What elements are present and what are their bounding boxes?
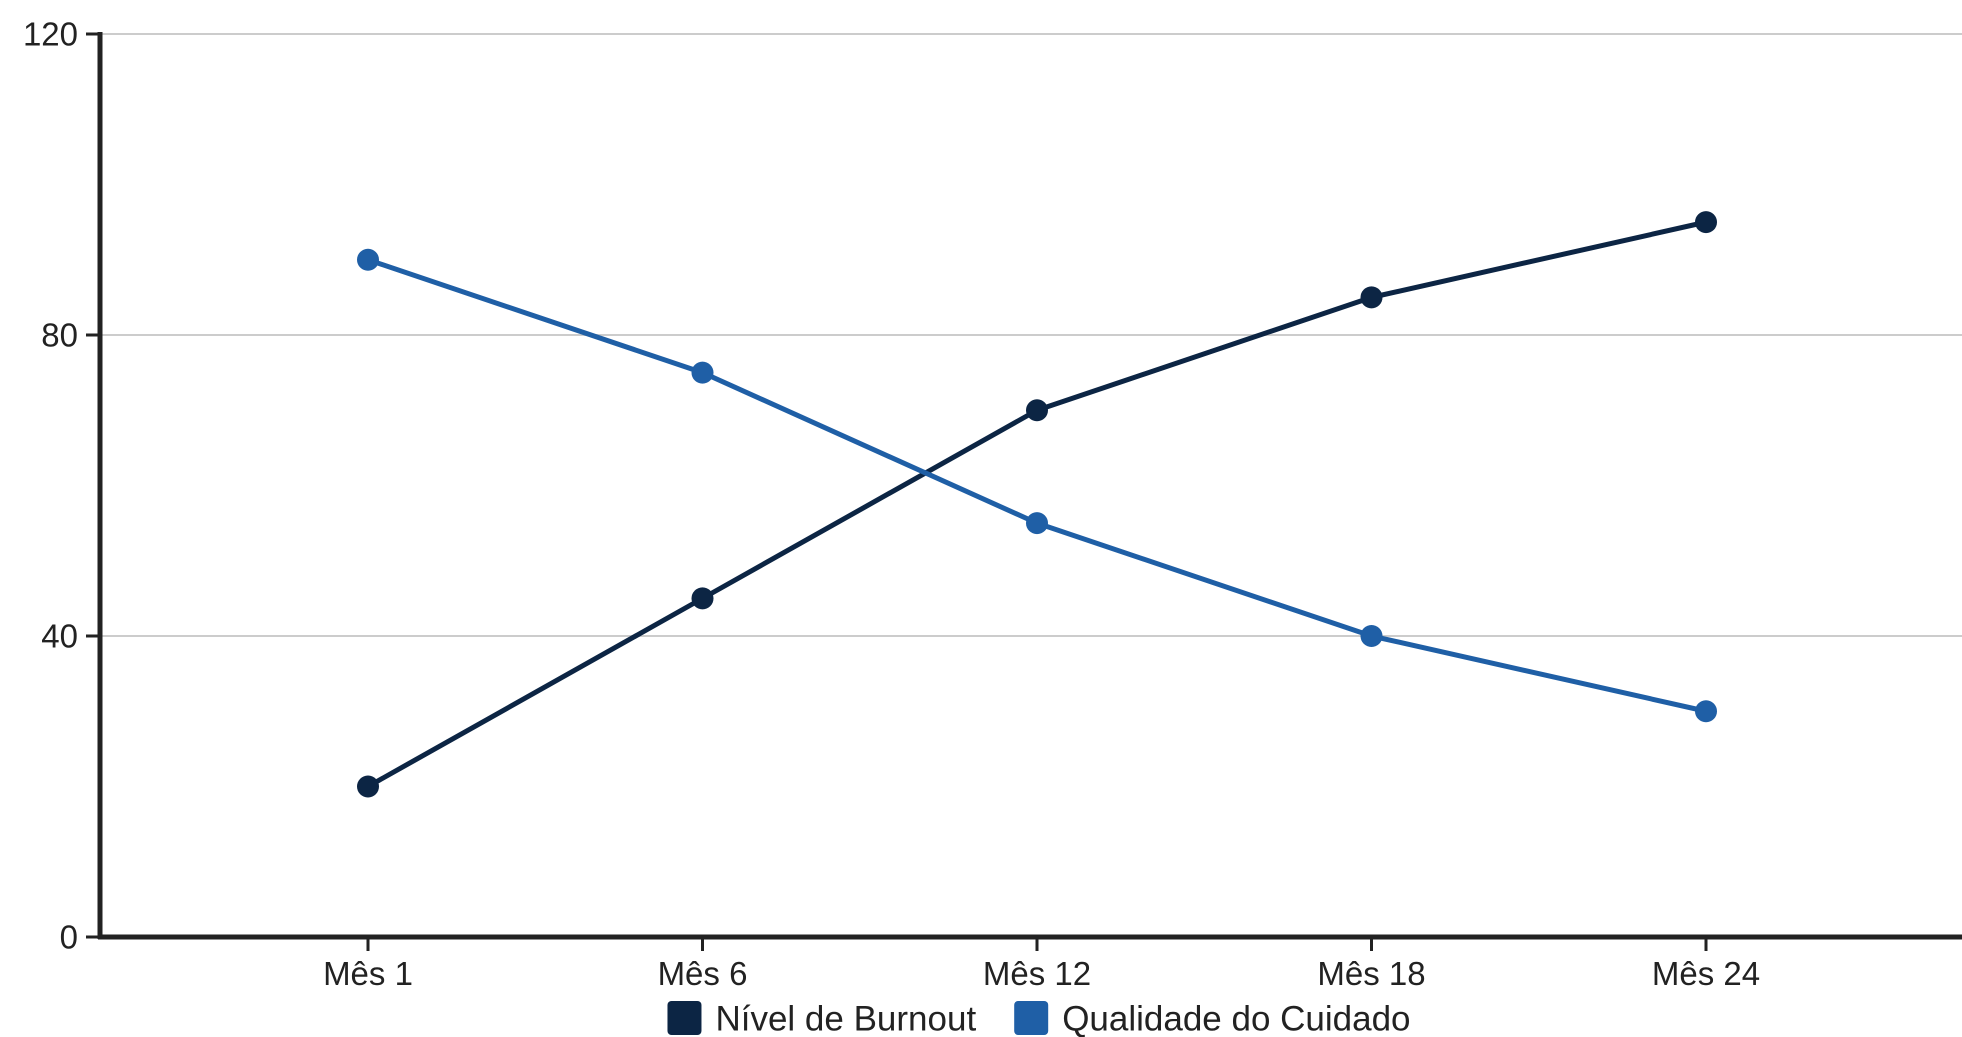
y-tick-label: 0 — [60, 919, 78, 956]
data-point — [357, 776, 379, 798]
legend-label: Qualidade do Cuidado — [1062, 1000, 1410, 1037]
series-line — [368, 260, 1706, 712]
data-point — [357, 249, 379, 271]
data-point — [1026, 399, 1048, 421]
data-point — [692, 362, 714, 384]
y-tick-label: 120 — [23, 16, 78, 53]
series-line — [368, 222, 1706, 786]
y-axis: 0 40 80 120 — [23, 16, 100, 956]
data-point — [1695, 700, 1717, 722]
gridlines — [100, 34, 1962, 636]
y-tick-label: 40 — [41, 618, 78, 655]
x-tick-label: Mês 6 — [658, 955, 748, 992]
x-tick-label: Mês 12 — [983, 955, 1091, 992]
x-tick-label: Mês 24 — [1652, 955, 1760, 992]
data-point — [692, 587, 714, 609]
legend-swatch — [1014, 1001, 1048, 1035]
data-point — [1361, 286, 1383, 308]
y-tick-label: 80 — [41, 317, 78, 354]
data-point — [1026, 512, 1048, 534]
legend: Nível de Burnout Qualidade do Cuidado — [667, 1000, 1410, 1037]
legend-label: Nível de Burnout — [715, 1000, 976, 1037]
x-axis: Mês 1 Mês 6 Mês 12 Mês 18 Mês 24 — [98, 937, 1962, 992]
data-point — [1695, 211, 1717, 233]
data-point — [1361, 625, 1383, 647]
series-layer — [357, 211, 1717, 797]
legend-swatch — [667, 1001, 701, 1035]
x-tick-label: Mês 18 — [1317, 955, 1425, 992]
x-tick-label: Mês 1 — [323, 955, 413, 992]
